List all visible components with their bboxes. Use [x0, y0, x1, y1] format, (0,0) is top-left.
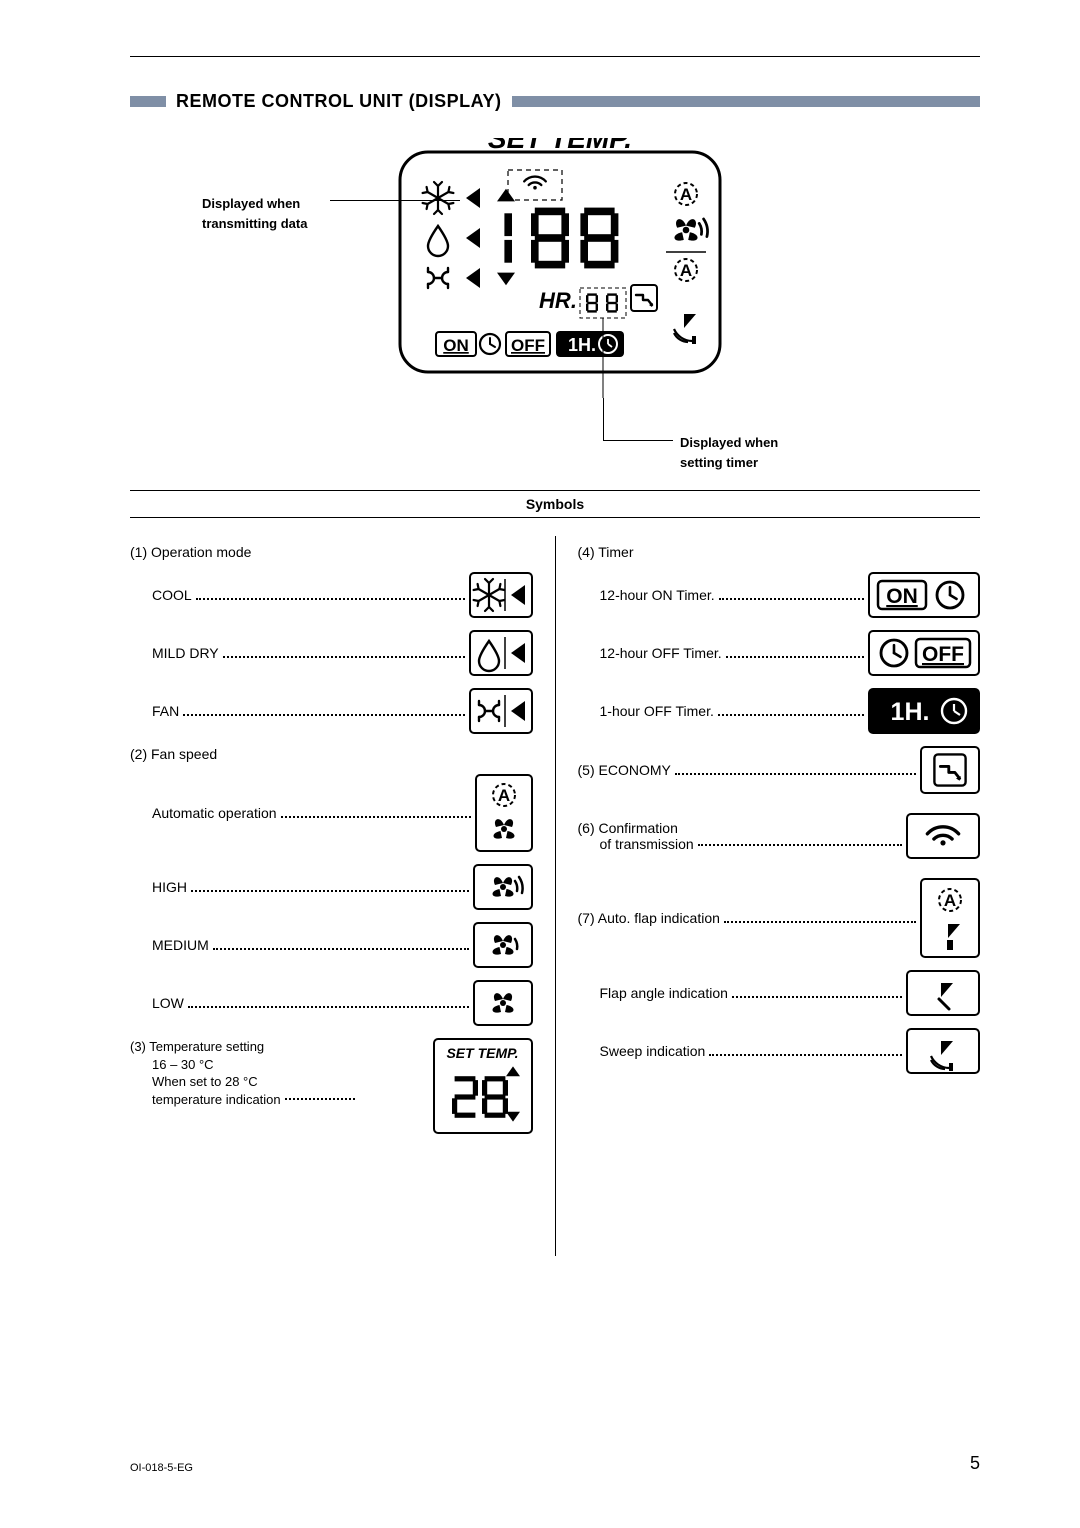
symbol-columns: (1) Operation mode COOL MILD DRY FAN (2)… [130, 536, 980, 1256]
callout-transmitting-l2: transmitting data [202, 216, 307, 231]
group-3-title: (3) Temperature setting [130, 1039, 264, 1054]
label-confirmation-l2: of transmission [600, 836, 694, 852]
row-auto-fan: Automatic operation [130, 774, 533, 852]
icon-high [473, 864, 533, 910]
row-mild-dry: MILD DRY [130, 630, 533, 676]
heading-text: REMOTE CONTROL UNIT (DISPLAY) [176, 91, 502, 112]
temp-indication-label: temperature indication [152, 1091, 281, 1109]
label-economy: (5) ECONOMY [578, 762, 671, 778]
callout-timer-l2: setting timer [680, 455, 758, 470]
page-number: 5 [970, 1453, 980, 1474]
label-flap-angle: Flap angle indication [600, 985, 728, 1001]
svg-text:HR.: HR. [539, 288, 577, 313]
label-mild-dry: MILD DRY [152, 645, 219, 661]
heading-bar-left [130, 96, 166, 107]
row-auto-flap: (7) Auto. flap indication [578, 878, 981, 958]
label-cool: COOL [152, 587, 192, 603]
svg-text:1H.: 1H. [891, 698, 930, 726]
icon-auto-flap [920, 878, 980, 958]
row-on-timer: 12-hour ON Timer. ON [578, 572, 981, 618]
svg-text:ON: ON [886, 585, 918, 608]
top-rule [130, 56, 980, 57]
callout-transmitting: Displayed when transmitting data [202, 194, 307, 233]
icon-medium [473, 922, 533, 968]
icon-transmit [906, 813, 980, 859]
label-high: HIGH [152, 879, 187, 895]
label-auto-fan: Automatic operation [152, 805, 277, 821]
icon-auto-fan [475, 774, 533, 852]
row-medium: MEDIUM [130, 922, 533, 968]
icon-economy [920, 746, 980, 794]
svg-text:1H.: 1H. [568, 335, 596, 355]
group-2-title: (2) Fan speed [130, 746, 533, 762]
icon-temp-28: SET TEMP. [433, 1038, 533, 1134]
icon-mild-dry [469, 630, 533, 676]
row-high: HIGH [130, 864, 533, 910]
row-sweep: Sweep indication [578, 1028, 981, 1074]
temp-range: 16 – 30 °C [152, 1057, 214, 1072]
heading-bar-right [512, 96, 980, 107]
label-1h-timer: 1-hour OFF Timer. [600, 703, 714, 719]
row-economy: (5) ECONOMY [578, 746, 981, 794]
label-on-timer: 12-hour ON Timer. [600, 587, 715, 603]
icon-flap-angle [906, 970, 980, 1016]
icon-fan-mode [469, 688, 533, 734]
label-auto-flap: (7) Auto. flap indication [578, 910, 720, 926]
page-footer: OI-018-5-EG 5 [130, 1453, 980, 1474]
icon-off-timer: OFF [868, 630, 980, 676]
icon-on-timer: ON [868, 572, 980, 618]
leader-line-2v [603, 398, 604, 440]
row-confirmation: (6) Confirmation of transmission [578, 806, 981, 866]
symbols-heading: Symbols [130, 490, 980, 518]
row-flap-angle: Flap angle indication [578, 970, 981, 1016]
set-temp-label: SET TEMP. [488, 138, 632, 154]
set-temp-small-label: SET TEMP. [446, 1045, 518, 1061]
svg-text:ON: ON [443, 336, 469, 355]
icon-low [473, 980, 533, 1026]
row-1h-timer: 1-hour OFF Timer. 1H. [578, 688, 981, 734]
leader-line-2h [603, 440, 673, 441]
label-sweep: Sweep indication [600, 1043, 706, 1059]
label-medium: MEDIUM [152, 937, 209, 953]
remote-display-diagram: Displayed when transmitting data SET TEM… [130, 138, 980, 478]
temp-when-28: When set to 28 °C [152, 1074, 258, 1089]
label-low: LOW [152, 995, 184, 1011]
callout-transmitting-l1: Displayed when [202, 196, 300, 211]
row-temp-setting: (3) Temperature setting 16 – 30 °C When … [130, 1038, 533, 1138]
group-1-title: (1) Operation mode [130, 544, 533, 560]
svg-text:OFF: OFF [922, 643, 964, 666]
row-cool: COOL [130, 572, 533, 618]
icon-1h-timer: 1H. [868, 688, 980, 734]
label-off-timer: 12-hour OFF Timer. [600, 645, 722, 661]
right-column: (4) Timer 12-hour ON Timer. ON 12-hour O… [555, 536, 981, 1256]
doc-id: OI-018-5-EG [130, 1462, 193, 1474]
label-fan-mode: FAN [152, 703, 179, 719]
callout-timer: Displayed when setting timer [680, 433, 778, 472]
group-4-title: (4) Timer [578, 544, 981, 560]
left-column: (1) Operation mode COOL MILD DRY FAN (2)… [130, 536, 555, 1256]
label-confirmation-l1: (6) Confirmation [578, 820, 678, 836]
remote-lcd-svg: SET TEMP. [390, 138, 730, 398]
row-low: LOW [130, 980, 533, 1026]
row-fan-mode: FAN [130, 688, 533, 734]
symbols-heading-text: Symbols [526, 496, 584, 512]
section-heading: REMOTE CONTROL UNIT (DISPLAY) [130, 91, 980, 112]
icon-sweep [906, 1028, 980, 1074]
svg-text:OFF: OFF [511, 336, 545, 355]
page: REMOTE CONTROL UNIT (DISPLAY) Displayed … [0, 0, 1080, 1528]
row-off-timer: 12-hour OFF Timer. OFF [578, 630, 981, 676]
callout-timer-l1: Displayed when [680, 435, 778, 450]
icon-cool [469, 572, 533, 618]
seg-temp [504, 208, 618, 269]
